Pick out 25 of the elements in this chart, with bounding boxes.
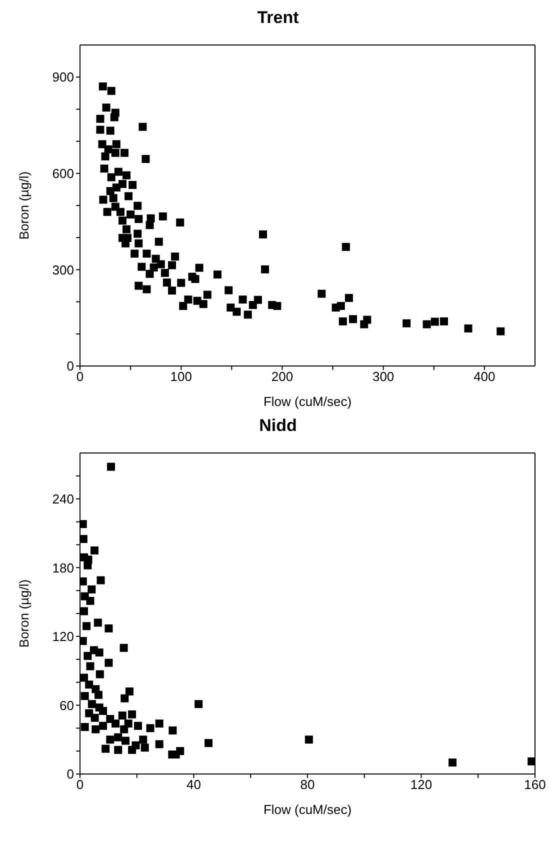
x-tick-label: 0 [76,369,84,384]
x-tick-label: 0 [76,777,84,792]
y-tick-label: 60 [60,698,74,713]
y-tick-label: 240 [52,491,74,506]
chart-title: Trent [256,8,300,28]
y-axis-title: Boron (µg/l) [16,579,32,648]
x-tick-label: 200 [271,369,294,384]
y-tick-label: 120 [52,629,74,644]
x-tick-label: 100 [170,369,192,384]
y-tick-label: 600 [52,166,74,182]
x-tick-label: 160 [524,777,546,792]
y-tick-label: 0 [66,766,74,782]
x-tick-label: 80 [300,777,315,792]
y-tick-label: 900 [52,70,74,85]
x-tick-label: 300 [372,369,394,384]
x-tick-label: 40 [186,777,201,792]
y-axis-title: Boron (µg/l) [16,171,32,240]
x-axis-title: Flow (cuM/sec) [263,394,352,409]
chart-title: Nidd [258,416,298,436]
x-axis-title: Flow (cuM/sec) [263,802,352,817]
x-tick-label: 120 [410,777,432,792]
y-tick-label: 0 [66,358,74,374]
x-tick-label: 400 [474,369,496,384]
y-tick-label: 180 [52,560,74,576]
y-tick-label: 300 [52,262,74,278]
